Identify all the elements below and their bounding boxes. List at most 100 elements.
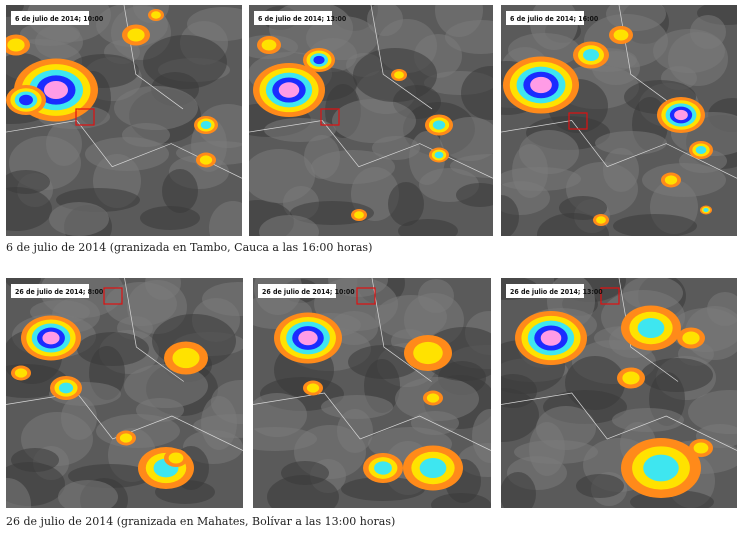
- storm-cell: [413, 341, 443, 365]
- satellite-image: 6 de julio de 2014; 13:00: [249, 5, 493, 236]
- cloud: [140, 206, 200, 230]
- cloud: [606, 5, 666, 31]
- panel-label: 26 de julio de 2014; 10:00: [262, 288, 355, 296]
- cloud: [6, 187, 52, 231]
- storm-cell: [394, 71, 404, 79]
- cloud: [375, 295, 447, 339]
- cloud: [472, 409, 491, 463]
- cloud: [143, 35, 227, 89]
- cloud: [281, 461, 329, 485]
- cloud: [440, 117, 493, 161]
- cloud: [96, 414, 180, 448]
- cloud: [623, 278, 683, 310]
- label-box: [506, 11, 584, 25]
- storm-cell: [434, 151, 444, 159]
- storm-cell: [596, 216, 606, 224]
- label-box: [254, 11, 332, 25]
- cloud: [264, 118, 336, 142]
- cloud: [435, 5, 483, 37]
- storm-cell: [58, 382, 74, 394]
- highlight-box: [103, 287, 123, 305]
- storm-cell: [14, 368, 28, 378]
- label-box: [506, 284, 584, 298]
- cloud: [576, 474, 624, 498]
- storm-cell: [127, 28, 145, 42]
- cloud: [6, 478, 31, 508]
- satellite-image: 6 de julio de 2014; 10:00: [6, 5, 242, 236]
- cloud: [565, 356, 625, 410]
- storm-cell: [119, 433, 133, 443]
- cloud: [688, 390, 737, 434]
- satellite-image: 26 de julio de 2014; 8:00: [6, 278, 243, 508]
- cloud: [388, 182, 424, 226]
- storm-cell: [540, 330, 562, 346]
- cloud: [77, 332, 149, 366]
- label-box: [11, 284, 89, 298]
- border-line: [501, 278, 737, 451]
- cloud: [341, 477, 425, 501]
- panel-label: 26 de julio de 2014; 13:00: [510, 288, 603, 296]
- cloud: [267, 475, 339, 508]
- caption: 6 de julio de 2014 (granizada en Tambo, …: [6, 241, 373, 254]
- cloud: [85, 137, 169, 171]
- storm-cell: [374, 461, 392, 475]
- highlight-box: [600, 287, 620, 305]
- label-box: [11, 11, 89, 25]
- satellite-image: 6 de julio de 2014; 16:00: [501, 5, 737, 236]
- satellite-image: 26 de julio de 2014; 10:00: [253, 278, 491, 508]
- storm-cell: [613, 29, 629, 41]
- cloud: [201, 396, 237, 450]
- storm-cell: [695, 146, 707, 154]
- cloud: [124, 364, 208, 408]
- border-line: [253, 278, 491, 451]
- highlight-box: [356, 287, 376, 305]
- storm-cell: [172, 347, 200, 369]
- cloud: [259, 215, 319, 236]
- storm-cell: [168, 452, 184, 464]
- cloud: [348, 345, 420, 379]
- panel-label: 6 de julio de 2014; 13:00: [258, 15, 347, 23]
- cloud: [105, 282, 177, 326]
- storm-cell: [19, 94, 33, 106]
- storm-cell: [313, 55, 325, 65]
- cloud: [559, 196, 607, 220]
- cloud: [290, 201, 374, 225]
- cloud: [332, 99, 416, 143]
- cloud: [6, 170, 50, 194]
- cloud: [209, 201, 242, 236]
- storm-cell: [693, 442, 709, 454]
- cloud: [114, 86, 198, 130]
- storm-cell: [42, 331, 60, 345]
- highlight-box: [568, 112, 588, 130]
- cloud: [11, 448, 59, 472]
- storm-cell: [298, 330, 318, 346]
- cloud: [641, 358, 713, 392]
- storm-cell: [426, 393, 440, 403]
- cloud: [613, 214, 697, 236]
- cloud: [461, 66, 493, 120]
- cloud: [249, 149, 315, 203]
- cloud: [20, 22, 80, 46]
- cloud: [529, 422, 565, 476]
- caption: 26 de julio de 2014 (granizada en Mahate…: [6, 515, 396, 528]
- storm-cell: [682, 331, 700, 345]
- cloud: [367, 5, 403, 36]
- storm-cell: [419, 458, 447, 478]
- storm-cell: [643, 454, 679, 482]
- storm-cell: [7, 38, 25, 52]
- cloud: [642, 163, 726, 197]
- highlight-box: [75, 108, 95, 126]
- cloud: [512, 144, 548, 198]
- storm-cell: [622, 371, 640, 385]
- panel-label: 26 de julio de 2014; 8:00: [15, 288, 104, 296]
- storm-cell: [151, 11, 161, 19]
- cloud: [49, 202, 109, 236]
- storm-cell: [703, 208, 709, 212]
- storm-cell: [432, 120, 446, 130]
- storm-cell: [261, 39, 277, 51]
- storm-cell: [664, 175, 678, 185]
- cloud: [653, 29, 725, 73]
- cloud: [311, 150, 395, 184]
- panel-label: 6 de julio de 2014; 10:00: [15, 15, 104, 23]
